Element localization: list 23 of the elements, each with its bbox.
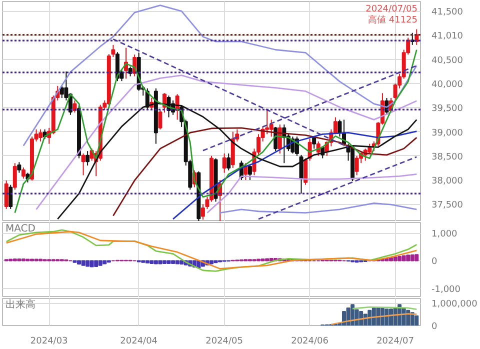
y-tick-label: 40,500 — [432, 56, 464, 66]
chart-title: MACD — [6, 224, 36, 234]
y-tick-label: 41,500 — [432, 8, 464, 18]
y-tick-label: 0 — [432, 257, 438, 268]
annotation: 2024/07/05 — [366, 4, 418, 14]
y-tick-label: 39,000 — [432, 128, 464, 138]
y-tick-label: 1,000,000 — [432, 300, 478, 310]
annotation: 高値 41125 — [368, 14, 418, 26]
y-tick-label: 38,000 — [432, 176, 464, 187]
chart-title: 出来高 — [6, 298, 36, 310]
x-tick-label: 2024/06 — [291, 336, 329, 346]
x-tick-label: 2024/05 — [206, 336, 244, 346]
x-tick-label: 2024/03 — [30, 336, 68, 346]
y-tick-label: 38,500 — [432, 152, 464, 162]
y-tick-label: -1,000 — [432, 284, 461, 295]
y-tick-label: 39,500 — [432, 104, 464, 114]
y-tick-label: 1,000 — [432, 230, 458, 240]
ref-line-label: 41,010 — [432, 31, 464, 42]
y-tick-label: 0 — [432, 322, 438, 332]
y-tick-label: 40,000 — [432, 80, 464, 90]
x-tick-label: 2024/07 — [376, 336, 414, 346]
x-tick-label: 2024/04 — [120, 336, 158, 346]
y-tick-label: 37,500 — [432, 200, 464, 211]
